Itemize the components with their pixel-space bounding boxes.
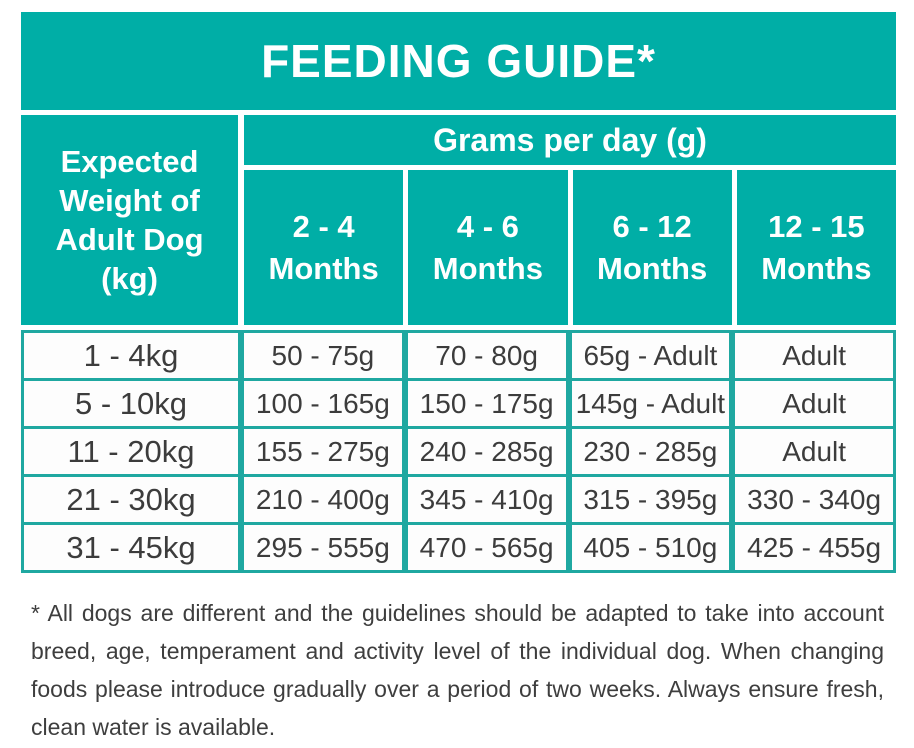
weight-cell: 31 - 45kg xyxy=(24,525,238,570)
value-cell: 295 - 555g xyxy=(244,525,402,570)
value-cell: 240 - 285g xyxy=(407,429,566,474)
value-cell: 155 - 275g xyxy=(244,429,402,474)
weight-cell: 21 - 30kg xyxy=(24,477,238,522)
feeding-table-body: 1 - 4kg 50 - 75g 70 - 80g 65g - Adult Adult 5… xyxy=(21,330,896,573)
months-section: Grams per day (g) 2 - 4 Months 4 - 6 Mon… xyxy=(244,115,896,325)
month-range: 12 - 15 xyxy=(768,208,865,244)
value-cell: 210 - 400g xyxy=(244,477,402,522)
month-unit: Months xyxy=(268,250,379,286)
value-cell: 315 - 395g xyxy=(571,477,730,522)
month-headers: 2 - 4 Months 4 - 6 Months 6 - 12 Months … xyxy=(244,170,896,325)
month-range: 2 - 4 xyxy=(292,208,355,244)
value-cell: 330 - 340g xyxy=(735,477,893,522)
weight-cell: 11 - 20kg xyxy=(24,429,238,474)
value-cell: Adult xyxy=(735,429,893,474)
value-cell: 230 - 285g xyxy=(571,429,730,474)
table-header: Expected Weight of Adult Dog (kg) Grams … xyxy=(21,115,896,325)
value-cell: 145g - Adult xyxy=(571,381,730,426)
value-cell: 50 - 75g xyxy=(244,333,402,378)
weight-header-line: Weight of xyxy=(59,182,200,218)
weight-header-line: (kg) xyxy=(101,261,158,297)
value-cell: Adult xyxy=(735,381,893,426)
month-header-4-6: 4 - 6 Months xyxy=(408,170,568,325)
page-title: FEEDING GUIDE* xyxy=(261,35,656,87)
month-range: 4 - 6 xyxy=(456,208,519,244)
month-unit: Months xyxy=(761,250,872,286)
value-cell: 425 - 455g xyxy=(735,525,893,570)
grams-per-day-header: Grams per day (g) xyxy=(244,115,896,165)
value-cell: Adult xyxy=(735,333,893,378)
month-unit: Months xyxy=(432,250,543,286)
weight-cell: 1 - 4kg xyxy=(24,333,238,378)
month-header-6-12: 6 - 12 Months xyxy=(572,170,732,325)
value-cell: 150 - 175g xyxy=(407,381,566,426)
month-unit: Months xyxy=(597,250,708,286)
footnote-text: * All dogs are different and the guideli… xyxy=(31,600,884,740)
title-band: FEEDING GUIDE* xyxy=(21,12,896,110)
value-cell: 405 - 510g xyxy=(571,525,730,570)
value-cell: 100 - 165g xyxy=(244,381,402,426)
value-cell: 70 - 80g xyxy=(407,333,566,378)
value-cell: 65g - Adult xyxy=(571,333,730,378)
month-header-2-4: 2 - 4 Months xyxy=(244,170,404,325)
weight-header-line: Adult Dog xyxy=(55,222,204,257)
weight-column-header: Expected Weight of Adult Dog (kg) xyxy=(21,115,238,325)
grams-per-day-label: Grams per day (g) xyxy=(433,121,707,158)
value-cell: 470 - 565g xyxy=(407,525,566,570)
weight-cell: 5 - 10kg xyxy=(24,381,238,426)
month-header-12-15: 12 - 15 Months xyxy=(736,170,896,325)
weight-header-line: Expected xyxy=(60,143,199,179)
month-range: 6 - 12 xyxy=(612,208,692,244)
value-cell: 345 - 410g xyxy=(407,477,566,522)
